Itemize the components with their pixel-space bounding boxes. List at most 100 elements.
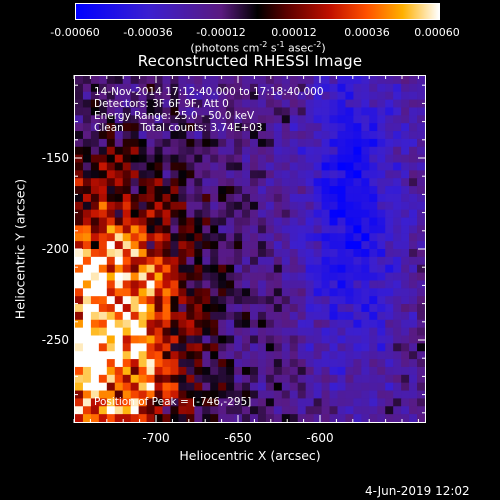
heatmap-cell (337, 76, 346, 85)
heatmap-cell (90, 209, 100, 218)
heatmap-cell (393, 225, 402, 234)
heatmap-cell (114, 99, 124, 108)
heatmap-cell (98, 374, 108, 384)
heatmap-cell (234, 398, 243, 407)
heatmap-cell (226, 123, 235, 132)
heatmap-cell (234, 335, 243, 344)
heatmap-cell (369, 76, 378, 85)
heatmap-cell (385, 319, 394, 329)
heatmap-cell (393, 311, 402, 321)
heatmap-cell (114, 146, 124, 156)
heatmap-cell (242, 193, 251, 203)
heatmap-cell (75, 170, 84, 179)
heatmap-cell (417, 91, 425, 100)
heatmap-cell (82, 131, 92, 140)
heatmap-cell (297, 296, 307, 305)
heatmap-cell (242, 398, 251, 407)
heatmap-cell (313, 280, 322, 289)
heatmap-cell (234, 154, 243, 163)
heatmap-cell (234, 343, 243, 352)
heatmap-cell (361, 76, 370, 85)
heatmap-cell (194, 272, 203, 281)
heatmap-cell (186, 288, 195, 297)
heatmap-cell (75, 374, 84, 384)
heatmap-cell (281, 162, 291, 171)
heatmap-cell (377, 99, 386, 108)
heatmap-cell (242, 343, 251, 352)
heatmap-cell (297, 382, 307, 391)
heatmap-cell (202, 335, 211, 344)
heatmap-cell (250, 319, 259, 329)
heatmap-cell (162, 288, 171, 297)
heatmap-cell (417, 327, 425, 336)
heatmap-cell (273, 311, 283, 321)
heatmap-cell (409, 209, 418, 218)
heatmap-cell (257, 280, 267, 289)
heatmap-cell (218, 311, 227, 321)
heatmap-cell (273, 217, 283, 226)
heatmap-cell (82, 280, 92, 289)
heatmap-cell (289, 178, 299, 187)
heatmap-cell (321, 115, 330, 124)
heatmap-cell (90, 225, 100, 234)
heatmap-cell (353, 225, 362, 234)
heatmap-cell (417, 311, 425, 321)
heatmap-cell (226, 398, 235, 407)
heatmap-cell (297, 366, 307, 376)
heatmap-cell (385, 241, 394, 250)
heatmap-cell (146, 178, 155, 187)
heatmap-cell (250, 186, 259, 195)
heatmap-cell (178, 335, 187, 344)
image-plot-area (74, 75, 426, 423)
heatmap-cell (170, 83, 179, 93)
heatmap-cell (250, 123, 259, 132)
heatmap-cell (377, 390, 386, 399)
heatmap-cell (122, 154, 132, 163)
heatmap-cell (345, 311, 354, 321)
heatmap-cell (162, 115, 171, 124)
colorbar-tick-label: 0.00060 (414, 26, 460, 39)
heatmap-cell (170, 256, 179, 266)
heatmap-cell (265, 99, 275, 108)
heatmap-cell (289, 193, 299, 203)
heatmap-cell (234, 115, 243, 124)
heatmap-cell (250, 83, 259, 93)
heatmap-cell (242, 406, 251, 415)
heatmap-cell (75, 178, 84, 187)
heatmap-cell (377, 178, 386, 187)
heatmap-cell (146, 138, 155, 148)
heatmap-cell (146, 280, 155, 289)
heatmap-cell (273, 91, 283, 100)
heatmap-cell (122, 83, 132, 93)
heatmap-cell (313, 288, 322, 297)
heatmap-cell (369, 115, 378, 124)
heatmap-cell (265, 280, 275, 289)
heatmap-cell (417, 154, 425, 163)
heatmap-cell (234, 91, 243, 100)
heatmap-cell (130, 414, 140, 422)
heatmap-cell (385, 138, 394, 148)
heatmap-cell (281, 343, 291, 352)
heatmap-cell (417, 382, 425, 391)
heatmap-cell (377, 351, 386, 360)
heatmap-cell (226, 99, 235, 108)
heatmap-cell (82, 209, 92, 218)
heatmap-cell (377, 217, 386, 226)
heatmap-cell (202, 390, 211, 399)
heatmap-cell (385, 382, 394, 391)
heatmap-cell (289, 162, 299, 171)
heatmap-cell (321, 406, 330, 415)
heatmap-cell (345, 374, 354, 384)
heatmap-cell (106, 162, 116, 171)
heatmap-cell (393, 233, 402, 242)
heatmap-cell (361, 327, 370, 336)
heatmap-cell (393, 327, 402, 336)
heatmap-cell (146, 83, 155, 93)
heatmap-cell (250, 91, 259, 100)
heatmap-cell (265, 351, 275, 360)
heatmap-cell (337, 193, 346, 203)
heatmap-cell (138, 351, 147, 360)
heatmap-cell (146, 217, 155, 226)
heatmap-cell (90, 311, 100, 321)
heatmap-cell (409, 319, 418, 329)
